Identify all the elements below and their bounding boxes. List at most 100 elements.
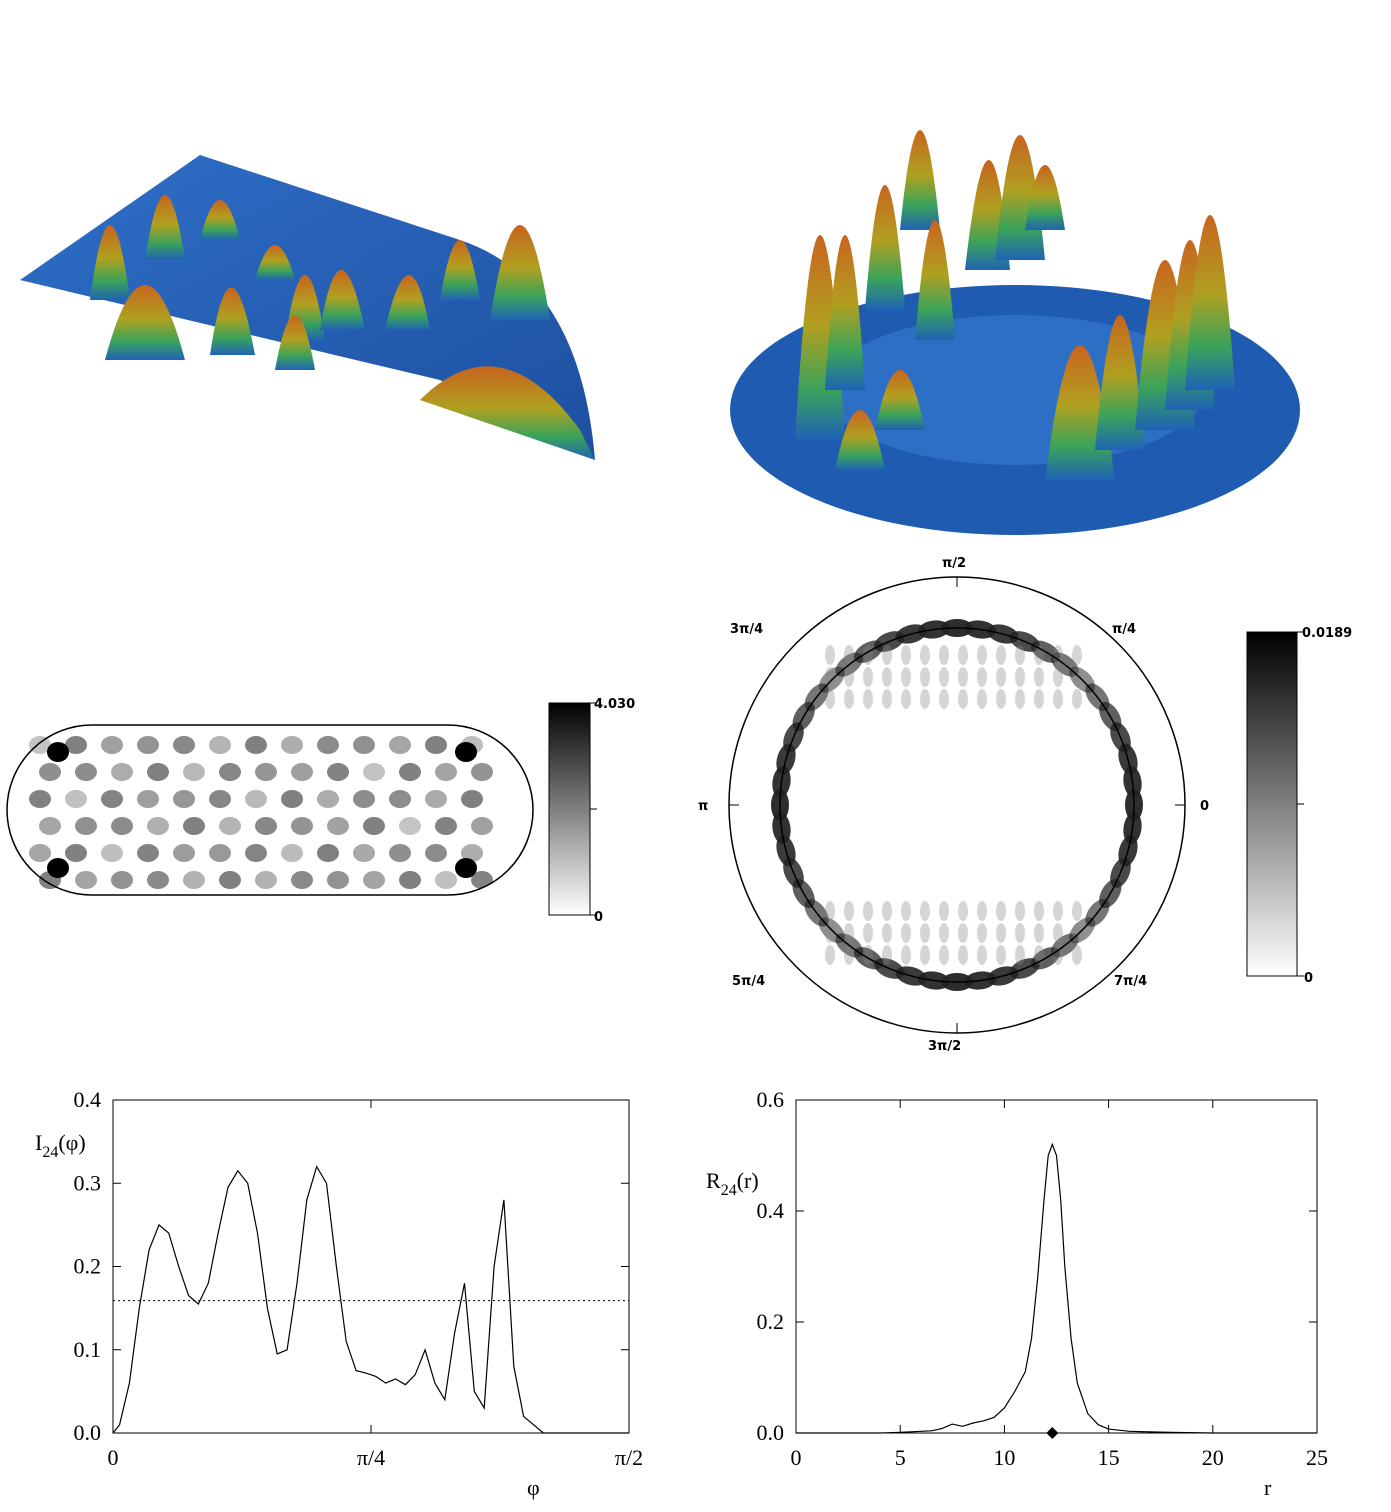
density-blob	[399, 871, 421, 889]
density-blob	[317, 736, 339, 754]
density-blob	[353, 844, 375, 862]
density-blob	[255, 817, 277, 835]
x-tick-label: 15	[1098, 1445, 1120, 1470]
density-blob	[425, 844, 447, 862]
circle-colorbar-max: 0.0189	[1302, 626, 1352, 641]
density-blob	[435, 817, 457, 835]
density-blob	[389, 844, 411, 862]
density-stripe	[901, 923, 911, 943]
density-stripe	[996, 901, 1006, 921]
density-blob	[173, 790, 195, 808]
y-tick-label: 0.6	[757, 1087, 785, 1112]
density-blob	[291, 817, 313, 835]
density-blob	[209, 790, 231, 808]
stadium-density-map: 4.030 0	[0, 697, 635, 925]
density-stripe	[920, 667, 930, 687]
density-stripe	[977, 901, 987, 921]
y-tick-label: 0.2	[74, 1254, 102, 1279]
density-stripe	[1015, 923, 1025, 943]
density-peak	[47, 742, 69, 762]
density-blob	[183, 763, 205, 781]
y-tick-label: 0.1	[74, 1337, 102, 1362]
density-peak	[455, 858, 477, 878]
density-blob	[173, 736, 195, 754]
stadium-colorbar-max: 4.030	[594, 697, 635, 712]
density-blob	[101, 736, 123, 754]
density-stripe	[977, 923, 987, 943]
density-stripe	[901, 945, 911, 965]
density-stripe	[1072, 901, 1082, 921]
stadium-colorbar-min: 0	[594, 910, 603, 925]
density-stripe	[1015, 689, 1025, 709]
density-stripe	[825, 945, 835, 965]
density-stripe	[939, 923, 949, 943]
polar-label-left: π	[698, 799, 708, 814]
density-blob	[389, 790, 411, 808]
density-stripe	[825, 667, 835, 687]
x-tick-label: 25	[1306, 1445, 1328, 1470]
density-stripe	[1072, 667, 1082, 687]
density-stripe	[1072, 645, 1082, 665]
density-blob	[183, 871, 205, 889]
density-blob	[65, 844, 87, 862]
density-stripe	[863, 945, 873, 965]
density-stripe	[939, 667, 949, 687]
density-blob	[291, 763, 313, 781]
density-blob	[111, 763, 133, 781]
circle-density-map: π/2 3π/4 π/4 π 0 5π/4 7π/4 3π/2 0.0189 0	[698, 556, 1352, 1054]
stadium-3d-surface	[20, 155, 595, 460]
density-stripe	[958, 923, 968, 943]
density-stripe	[1015, 667, 1025, 687]
density-blob	[137, 790, 159, 808]
density-stripe	[901, 689, 911, 709]
y-axis-label: I24(φ)	[35, 1130, 86, 1161]
density-blob	[255, 763, 277, 781]
density-stripe	[939, 645, 949, 665]
density-stripe	[1053, 645, 1063, 665]
y-tick-label: 0.4	[757, 1198, 785, 1223]
density-blob	[111, 871, 133, 889]
density-blob	[101, 844, 123, 862]
density-blob	[363, 817, 385, 835]
density-blob	[147, 763, 169, 781]
plot-frame	[112, 1099, 630, 1434]
density-stripe	[882, 689, 892, 709]
density-blob	[281, 736, 303, 754]
density-blob	[425, 736, 447, 754]
peak-marker	[1046, 1427, 1059, 1439]
density-stripe	[996, 945, 1006, 965]
polar-label-top: π/2	[942, 556, 966, 571]
density-blob	[389, 736, 411, 754]
density-blob	[183, 817, 205, 835]
density-stripe	[996, 689, 1006, 709]
density-stripe	[901, 901, 911, 921]
density-stripe	[996, 667, 1006, 687]
density-stripe	[1015, 901, 1025, 921]
density-stripe	[1072, 923, 1082, 943]
density-blob	[245, 844, 267, 862]
density-stripe	[825, 901, 835, 921]
density-stripe	[1034, 667, 1044, 687]
density-stripe	[958, 667, 968, 687]
density-stripe	[882, 645, 892, 665]
polar-label-upper-right: π/4	[1112, 622, 1136, 637]
density-blob	[65, 790, 87, 808]
density-blob	[353, 790, 375, 808]
density-blob	[399, 817, 421, 835]
density-blob	[291, 871, 313, 889]
density-stripe	[844, 645, 854, 665]
density-stripe	[825, 689, 835, 709]
density-blob	[75, 817, 97, 835]
density-stripe	[996, 645, 1006, 665]
density-stripe	[882, 667, 892, 687]
density-stripe	[863, 667, 873, 687]
density-blob	[75, 763, 97, 781]
density-stripe	[1034, 923, 1044, 943]
density-stripe	[863, 901, 873, 921]
density-stripe	[1053, 945, 1063, 965]
density-stripe	[1015, 945, 1025, 965]
x-tick-label: π/2	[615, 1445, 643, 1470]
density-stripe	[863, 689, 873, 709]
series-line	[796, 1142, 1317, 1434]
density-stripe	[844, 667, 854, 687]
